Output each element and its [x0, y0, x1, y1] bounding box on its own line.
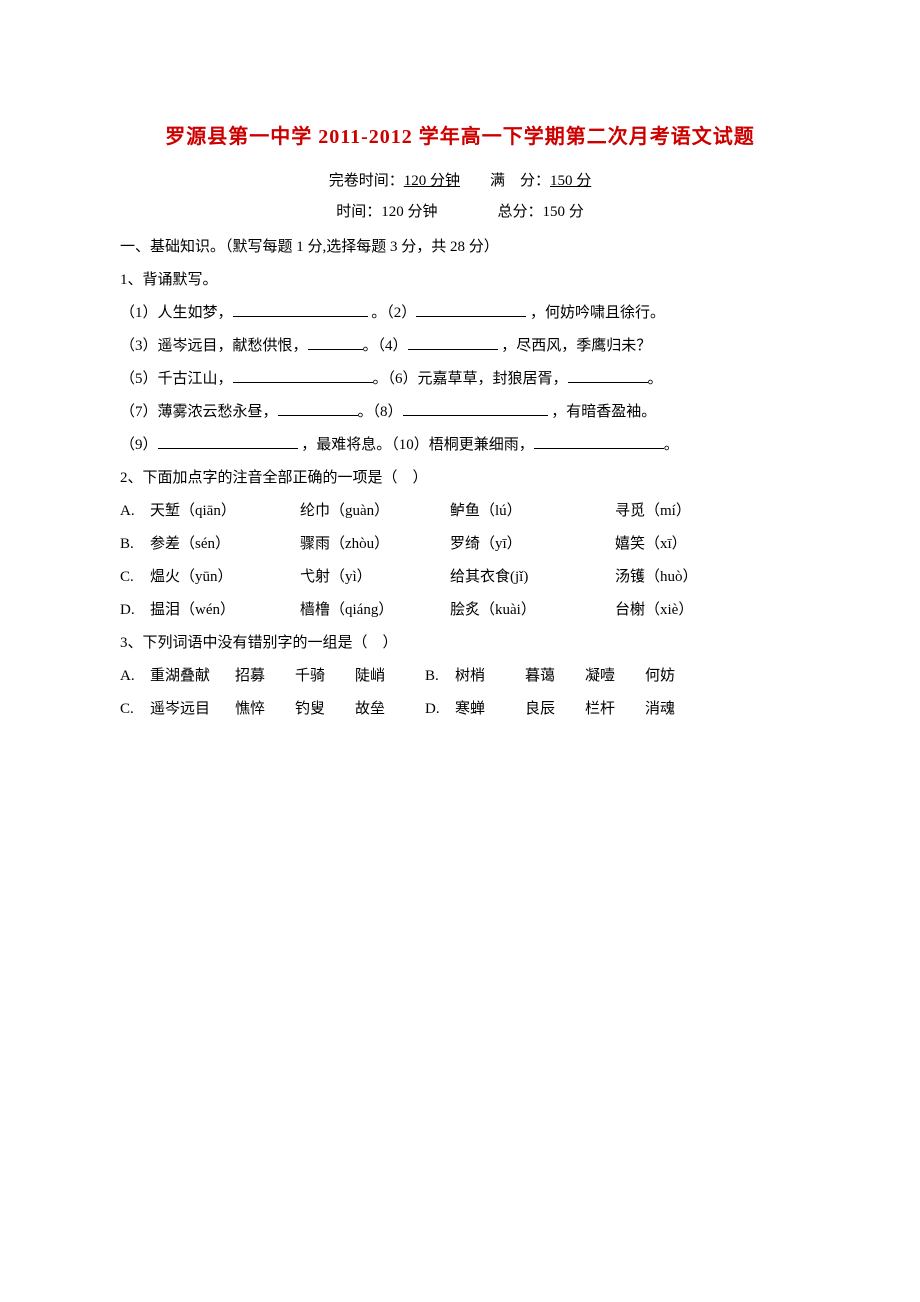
q1-3-tail: 。 — [648, 371, 663, 387]
q2-a-c2: 纶巾（guàn） — [300, 495, 450, 528]
q1-5-pre: （9） — [120, 437, 158, 453]
q2-b-c3: 罗绮（yī） — [450, 528, 615, 561]
q2-b-c2: 骤雨（zhòu） — [300, 528, 450, 561]
q2-d-c4: 台榭（xiè） — [615, 594, 755, 627]
q3-a-4: 陡峭 — [355, 660, 425, 693]
exam-page: 罗源县第一中学 2011-2012 学年高一下学期第二次月考语文试题 完卷时间：… — [0, 0, 920, 786]
fill-blank — [568, 369, 648, 384]
q3-c-1: 遥岑远目 — [150, 693, 235, 726]
q3-b-4: 何妨 — [645, 660, 705, 693]
fill-blank — [534, 435, 664, 450]
q2-stem: 2、下面加点字的注音全部正确的一项是（ ） — [120, 462, 800, 495]
q3-c-label: C. — [120, 693, 150, 726]
q3-d-4: 消魂 — [645, 693, 705, 726]
meta2-mid: 总分：150 分 — [438, 204, 584, 220]
q1-1-pre: （1）人生如梦， — [120, 305, 233, 321]
fill-blank — [308, 336, 363, 351]
q2-b-c4: 嬉笑（xī） — [615, 528, 755, 561]
fill-blank — [233, 369, 373, 384]
q1-items: （1）人生如梦， 。（2） ，何妨吟啸且徐行。 （3）遥岑远目，献愁供恨， 。（4… — [120, 297, 800, 462]
q2-d-c1: 揾泪（wén） — [150, 594, 300, 627]
q3-c-3: 钓叟 — [295, 693, 355, 726]
q2-d-label: D. — [120, 594, 150, 627]
q3-a-2: 招募 — [235, 660, 295, 693]
meta1-score: 150 分 — [550, 173, 591, 189]
q3-d-3: 栏杆 — [585, 693, 645, 726]
q3-d-1: 寒蝉 — [455, 693, 525, 726]
q2-c-label: C. — [120, 561, 150, 594]
fill-blank — [408, 336, 498, 351]
q3-b-2: 暮蔼 — [525, 660, 585, 693]
q1-4-post: 。（8） — [358, 404, 403, 420]
fill-blank — [278, 402, 358, 417]
meta1-prefix: 完卷时间： — [329, 173, 404, 189]
fill-blank — [403, 402, 548, 417]
q2-option-a: A. 天堑（qiān） 纶巾（guàn） 鲈鱼（lú） 寻觅（mí） — [120, 495, 800, 528]
q2-c-c3: 给其衣食(jǐ) — [450, 561, 615, 594]
q1-num: 1、背诵默写。 — [120, 264, 800, 297]
q1-item-3: （5）千古江山， 。（6）元嘉草草，封狼居胥， 。 — [120, 363, 800, 396]
meta2-prefix: 时间：120 分钟 — [336, 204, 437, 220]
q3-c-2: 憔悴 — [235, 693, 295, 726]
q2-a-label: A. — [120, 495, 150, 528]
q1-4-tail: ，有暗香盈袖。 — [548, 404, 657, 420]
q1-5-tail: 。 — [664, 437, 679, 453]
fill-blank — [158, 435, 298, 450]
q2-b-label: B. — [120, 528, 150, 561]
q1-3-post: 。（6）元嘉草草，封狼居胥， — [373, 371, 568, 387]
q3-b-3: 凝噎 — [585, 660, 645, 693]
q3-row-2: C. 遥岑远目 憔悴 钓叟 故垒 D. 寒蝉 良辰 栏杆 消魂 — [120, 693, 800, 726]
q2-option-d: D. 揾泪（wén） 樯橹（qiáng） 脍炙（kuài） 台榭（xiè） — [120, 594, 800, 627]
q1-1-post: 。（2） — [368, 305, 417, 321]
q1-item-2: （3）遥岑远目，献愁供恨， 。（4） ，尽西风，季鹰归未？ — [120, 330, 800, 363]
meta1-time: 120 分钟 — [404, 173, 460, 189]
q1-2-tail: ，尽西风，季鹰归未？ — [498, 338, 652, 354]
q2-c-c2: 弋射（yì） — [300, 561, 450, 594]
q2-d-c2: 樯橹（qiáng） — [300, 594, 450, 627]
q2-a-c3: 鲈鱼（lú） — [450, 495, 615, 528]
exam-title: 罗源县第一中学 2011-2012 学年高一下学期第二次月考语文试题 — [120, 120, 800, 149]
q2-c-c1: 煴火（yūn） — [150, 561, 300, 594]
q2-b-c1: 参差（sén） — [150, 528, 300, 561]
q3-d-label: D. — [425, 693, 455, 726]
meta1-mid: 满 分： — [460, 173, 550, 189]
q3-a-label: A. — [120, 660, 150, 693]
q1-2-post: 。（4） — [363, 338, 408, 354]
q1-2-pre: （3）遥岑远目，献愁供恨， — [120, 338, 308, 354]
q3-options: A. 重湖叠献 招募 千骑 陡峭 B. 树梢 暮蔼 凝噎 何妨 C. 遥岑远目 … — [120, 660, 800, 726]
q2-a-c4: 寻觅（mí） — [615, 495, 755, 528]
q1-item-4: （7）薄雾浓云愁永昼， 。（8） ，有暗香盈袖。 — [120, 396, 800, 429]
exam-meta-line2: 时间：120 分钟 总分：150 分 — [120, 200, 800, 221]
fill-blank — [416, 303, 526, 318]
q1-1-tail: ，何妨吟啸且徐行。 — [526, 305, 665, 321]
q2-d-c3: 脍炙（kuài） — [450, 594, 615, 627]
q3-b-label: B. — [425, 660, 455, 693]
q3-a-3: 千骑 — [295, 660, 355, 693]
q3-row-1: A. 重湖叠献 招募 千骑 陡峭 B. 树梢 暮蔼 凝噎 何妨 — [120, 660, 800, 693]
q2-options: A. 天堑（qiān） 纶巾（guàn） 鲈鱼（lú） 寻觅（mí） B. 参差… — [120, 495, 800, 627]
q2-option-b: B. 参差（sén） 骤雨（zhòu） 罗绮（yī） 嬉笑（xī） — [120, 528, 800, 561]
q1-5-post: ，最难将息。（10）梧桐更兼细雨， — [298, 437, 534, 453]
section1-heading: 一、基础知识。（默写每题 1 分,选择每题 3 分，共 28 分） — [120, 231, 800, 264]
q2-a-c1: 天堑（qiān） — [150, 495, 300, 528]
q1-3-pre: （5）千古江山， — [120, 371, 233, 387]
exam-meta-line1: 完卷时间：120 分钟 满 分：150 分 — [120, 169, 800, 190]
q2-option-c: C. 煴火（yūn） 弋射（yì） 给其衣食(jǐ) 汤镬（huò） — [120, 561, 800, 594]
q3-stem: 3、下列词语中没有错别字的一组是（ ） — [120, 627, 800, 660]
q1-item-5: （9） ，最难将息。（10）梧桐更兼细雨， 。 — [120, 429, 800, 462]
q3-a-1: 重湖叠献 — [150, 660, 235, 693]
q1-4-pre: （7）薄雾浓云愁永昼， — [120, 404, 278, 420]
q2-c-c4: 汤镬（huò） — [615, 561, 755, 594]
q3-b-1: 树梢 — [455, 660, 525, 693]
q3-c-4: 故垒 — [355, 693, 425, 726]
q1-item-1: （1）人生如梦， 。（2） ，何妨吟啸且徐行。 — [120, 297, 800, 330]
q3-d-2: 良辰 — [525, 693, 585, 726]
fill-blank — [233, 303, 368, 318]
